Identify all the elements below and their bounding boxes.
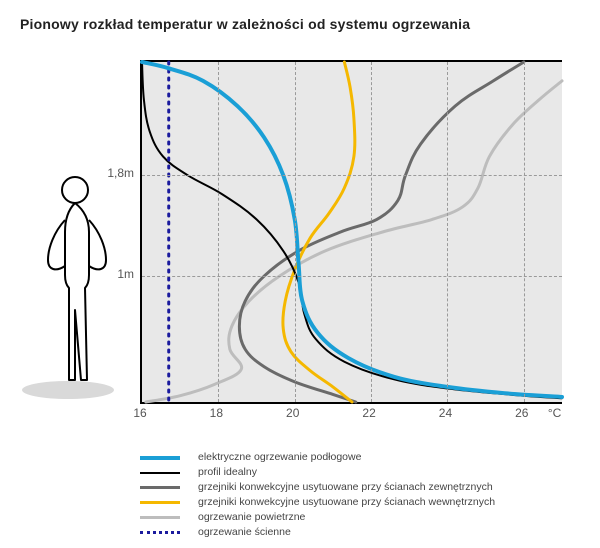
legend-label: grzejniki konwekcyjne usytuowane przy śc…	[198, 495, 495, 510]
legend-label: profil idealny	[198, 465, 257, 480]
x-tick-label: 24	[439, 406, 452, 420]
legend-item: ogrzewanie powietrzne	[140, 510, 580, 525]
legend-label: grzejniki konwekcyjne usytuowane przy śc…	[198, 480, 493, 495]
series-layer	[142, 62, 562, 402]
x-tick-label: 26	[515, 406, 528, 420]
human-figure-icon	[20, 60, 140, 400]
gridline-v	[295, 62, 296, 402]
legend-item: profil idealny	[140, 465, 580, 480]
x-tick-label: 20	[286, 406, 299, 420]
gridline-v	[218, 62, 219, 402]
x-axis-unit: °C	[548, 406, 561, 420]
legend-item: elektryczne ogrzewanie podłogowe	[140, 450, 580, 465]
series-ideal	[142, 62, 562, 398]
gridline-v	[524, 62, 525, 402]
gridline-v	[371, 62, 372, 402]
legend-label: ogrzewanie ścienne	[198, 525, 291, 540]
series-convector_ext	[239, 62, 523, 402]
legend-swatch	[140, 516, 180, 519]
gridline-h	[142, 175, 562, 176]
plot-area	[140, 60, 562, 404]
legend-item: ogrzewanie ścienne	[140, 525, 580, 540]
x-tick-label: 22	[362, 406, 375, 420]
series-convector_int	[283, 62, 355, 402]
y-tick-label: 1m	[100, 267, 134, 281]
x-tick-label: 18	[210, 406, 223, 420]
x-tick-label: 16	[133, 406, 146, 420]
series-electric_floor	[142, 62, 562, 397]
legend: elektryczne ogrzewanie podłogoweprofil i…	[140, 450, 580, 540]
chart-title: Pionowy rozkład temperatur w zależności …	[20, 16, 470, 32]
series-air_heating	[146, 81, 562, 402]
legend-label: elektryczne ogrzewanie podłogowe	[198, 450, 361, 465]
y-tick-label: 1,8m	[100, 166, 134, 180]
gridline-v	[447, 62, 448, 402]
legend-swatch	[140, 486, 180, 489]
legend-item: grzejniki konwekcyjne usytuowane przy śc…	[140, 495, 580, 510]
legend-swatch	[140, 501, 180, 504]
legend-swatch	[140, 456, 180, 460]
legend-swatch	[140, 531, 180, 534]
legend-swatch	[140, 472, 180, 474]
legend-label: ogrzewanie powietrzne	[198, 510, 305, 525]
gridline-h	[142, 276, 562, 277]
legend-item: grzejniki konwekcyjne usytuowane przy śc…	[140, 480, 580, 495]
page: Pionowy rozkład temperatur w zależności …	[0, 0, 600, 548]
plot-wrap: 1m 1,8m 16 18 20 22 24 26 °C	[20, 60, 580, 440]
